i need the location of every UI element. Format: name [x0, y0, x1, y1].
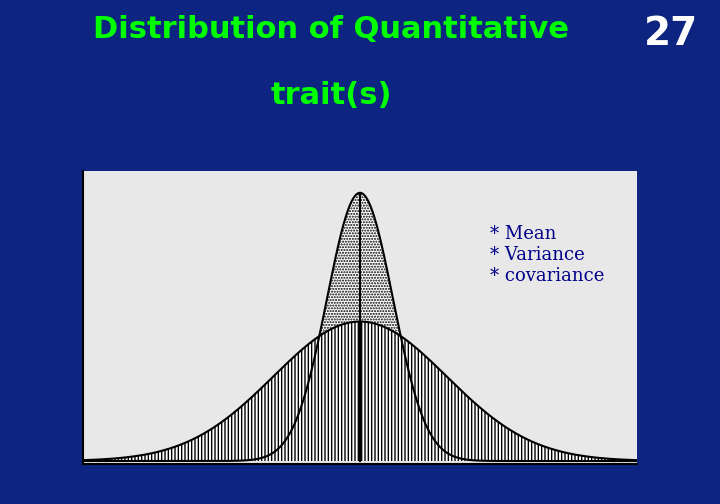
Text: Distribution of Quantitative: Distribution of Quantitative [93, 15, 570, 44]
Text: * Mean
* Variance
* covariance: * Mean * Variance * covariance [490, 225, 604, 285]
Text: 27: 27 [644, 15, 698, 53]
Text: trait(s): trait(s) [271, 81, 392, 110]
